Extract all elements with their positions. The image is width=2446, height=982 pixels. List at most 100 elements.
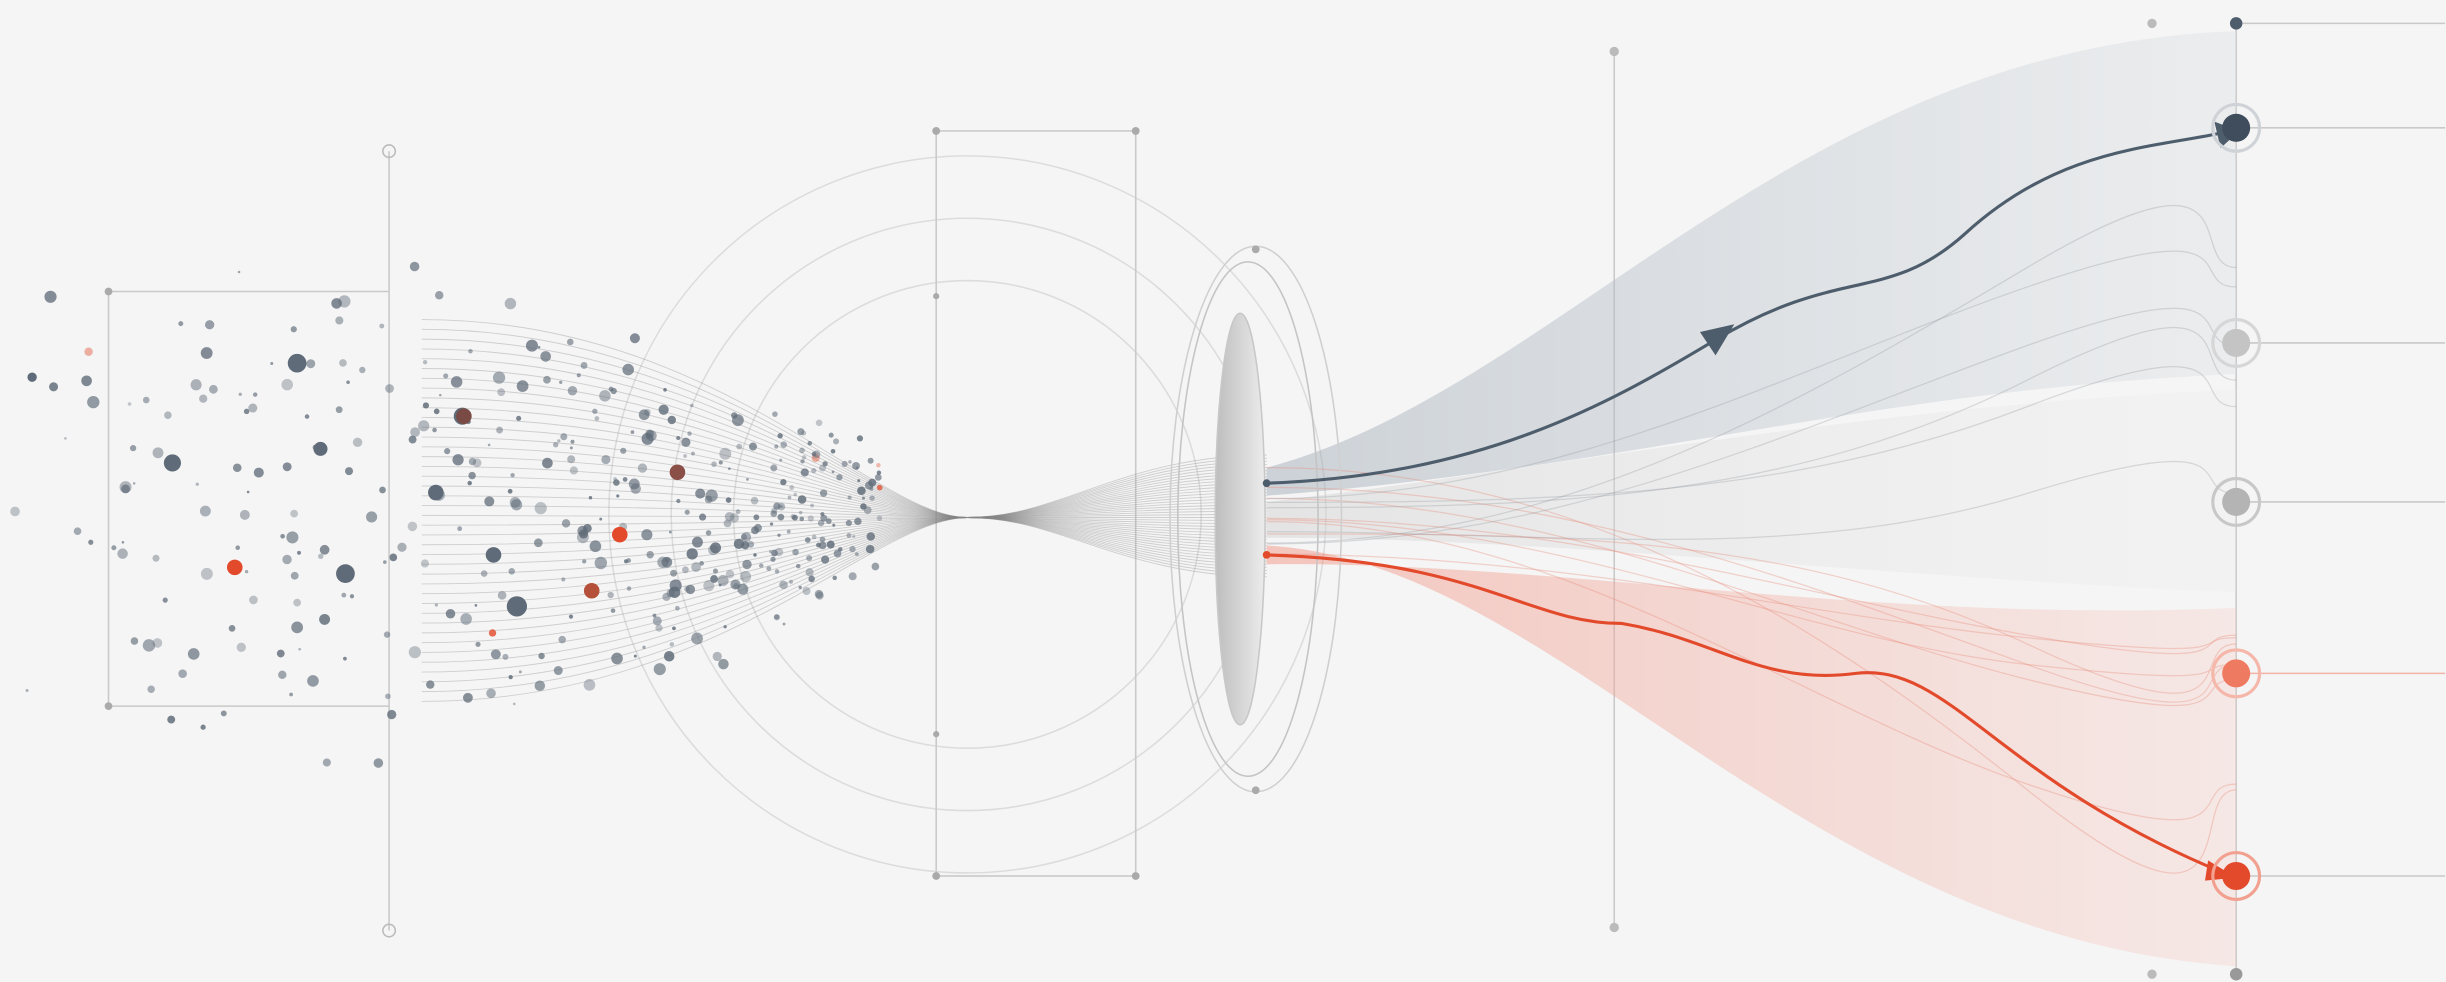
particle bbox=[800, 459, 805, 464]
particle bbox=[718, 583, 722, 587]
particle bbox=[468, 471, 476, 480]
particle bbox=[792, 548, 799, 556]
particle bbox=[770, 510, 778, 518]
particle bbox=[507, 488, 513, 494]
particle bbox=[815, 419, 823, 427]
fiber bbox=[1266, 520, 2237, 821]
ring bbox=[732, 279, 1202, 749]
particle bbox=[238, 392, 242, 396]
particle bbox=[811, 534, 817, 540]
particle bbox=[510, 499, 523, 511]
guide-node bbox=[1609, 922, 1619, 933]
particle bbox=[633, 654, 637, 658]
upper-path bbox=[1266, 130, 2225, 485]
particle bbox=[239, 509, 250, 520]
particle bbox=[820, 514, 828, 522]
particle bbox=[684, 586, 690, 593]
lens-node bbox=[1251, 245, 1260, 254]
particle bbox=[869, 495, 875, 501]
particle bbox=[828, 432, 834, 438]
particle bbox=[773, 502, 781, 510]
particle bbox=[866, 532, 876, 541]
particle bbox=[723, 625, 727, 629]
particle bbox=[841, 460, 848, 467]
particle bbox=[88, 539, 94, 545]
particle bbox=[552, 441, 559, 448]
fiber bbox=[421, 397, 1267, 518]
particle bbox=[672, 626, 676, 631]
fiber bbox=[421, 426, 1267, 518]
particle bbox=[611, 652, 623, 665]
particle bbox=[468, 348, 473, 354]
particle bbox=[583, 679, 596, 691]
particle bbox=[780, 479, 787, 486]
particle bbox=[195, 482, 199, 486]
fiber bbox=[421, 517, 1267, 556]
particle bbox=[248, 403, 258, 413]
fiber bbox=[421, 465, 1267, 518]
particle bbox=[819, 489, 828, 497]
particle bbox=[876, 463, 881, 468]
particle bbox=[579, 529, 589, 539]
particle bbox=[205, 320, 215, 330]
particle bbox=[682, 566, 689, 574]
particle bbox=[810, 503, 814, 508]
particle bbox=[335, 316, 344, 325]
particle bbox=[628, 478, 640, 490]
particle bbox=[611, 526, 628, 543]
particle bbox=[854, 552, 859, 557]
particle bbox=[663, 650, 675, 662]
particle bbox=[408, 646, 421, 659]
particle bbox=[439, 393, 442, 397]
particle bbox=[814, 589, 824, 599]
particle bbox=[409, 261, 420, 272]
particle bbox=[669, 579, 682, 592]
arrow-head bbox=[1699, 324, 1735, 356]
particle bbox=[319, 544, 330, 555]
particle bbox=[10, 506, 20, 517]
particle bbox=[542, 457, 553, 469]
particle bbox=[710, 575, 719, 583]
particle bbox=[444, 448, 451, 455]
particle bbox=[49, 382, 59, 392]
particle bbox=[349, 594, 355, 599]
particle bbox=[753, 523, 762, 532]
particle bbox=[502, 653, 509, 660]
lower-band bbox=[1266, 545, 2237, 967]
particle bbox=[653, 663, 666, 676]
particle bbox=[557, 439, 561, 443]
fiber bbox=[421, 416, 1267, 518]
particle bbox=[237, 270, 241, 274]
particle bbox=[774, 569, 780, 574]
particle bbox=[452, 454, 464, 466]
particle bbox=[793, 492, 798, 497]
particle bbox=[142, 639, 156, 652]
particle bbox=[663, 387, 667, 392]
end-nodes bbox=[2147, 17, 2446, 981]
particle bbox=[857, 486, 866, 496]
particle bbox=[771, 549, 778, 557]
particle bbox=[847, 495, 852, 500]
particle bbox=[163, 454, 181, 472]
particle bbox=[645, 430, 657, 442]
particle bbox=[432, 427, 437, 433]
particle bbox=[162, 597, 168, 603]
fiber bbox=[1266, 517, 2237, 655]
particle bbox=[582, 559, 587, 564]
guide-node bbox=[932, 872, 941, 880]
particle bbox=[433, 408, 440, 415]
guide-node bbox=[382, 923, 397, 938]
particle bbox=[599, 390, 611, 402]
fiber bbox=[421, 517, 1267, 702]
particle bbox=[306, 359, 316, 369]
particle bbox=[601, 454, 611, 465]
particle bbox=[800, 468, 809, 477]
particle bbox=[777, 513, 785, 521]
particle bbox=[802, 587, 811, 596]
particle bbox=[777, 533, 781, 537]
fiber bbox=[1266, 204, 2237, 544]
particle bbox=[228, 625, 236, 632]
particle bbox=[589, 540, 602, 553]
guide-node bbox=[933, 293, 940, 300]
